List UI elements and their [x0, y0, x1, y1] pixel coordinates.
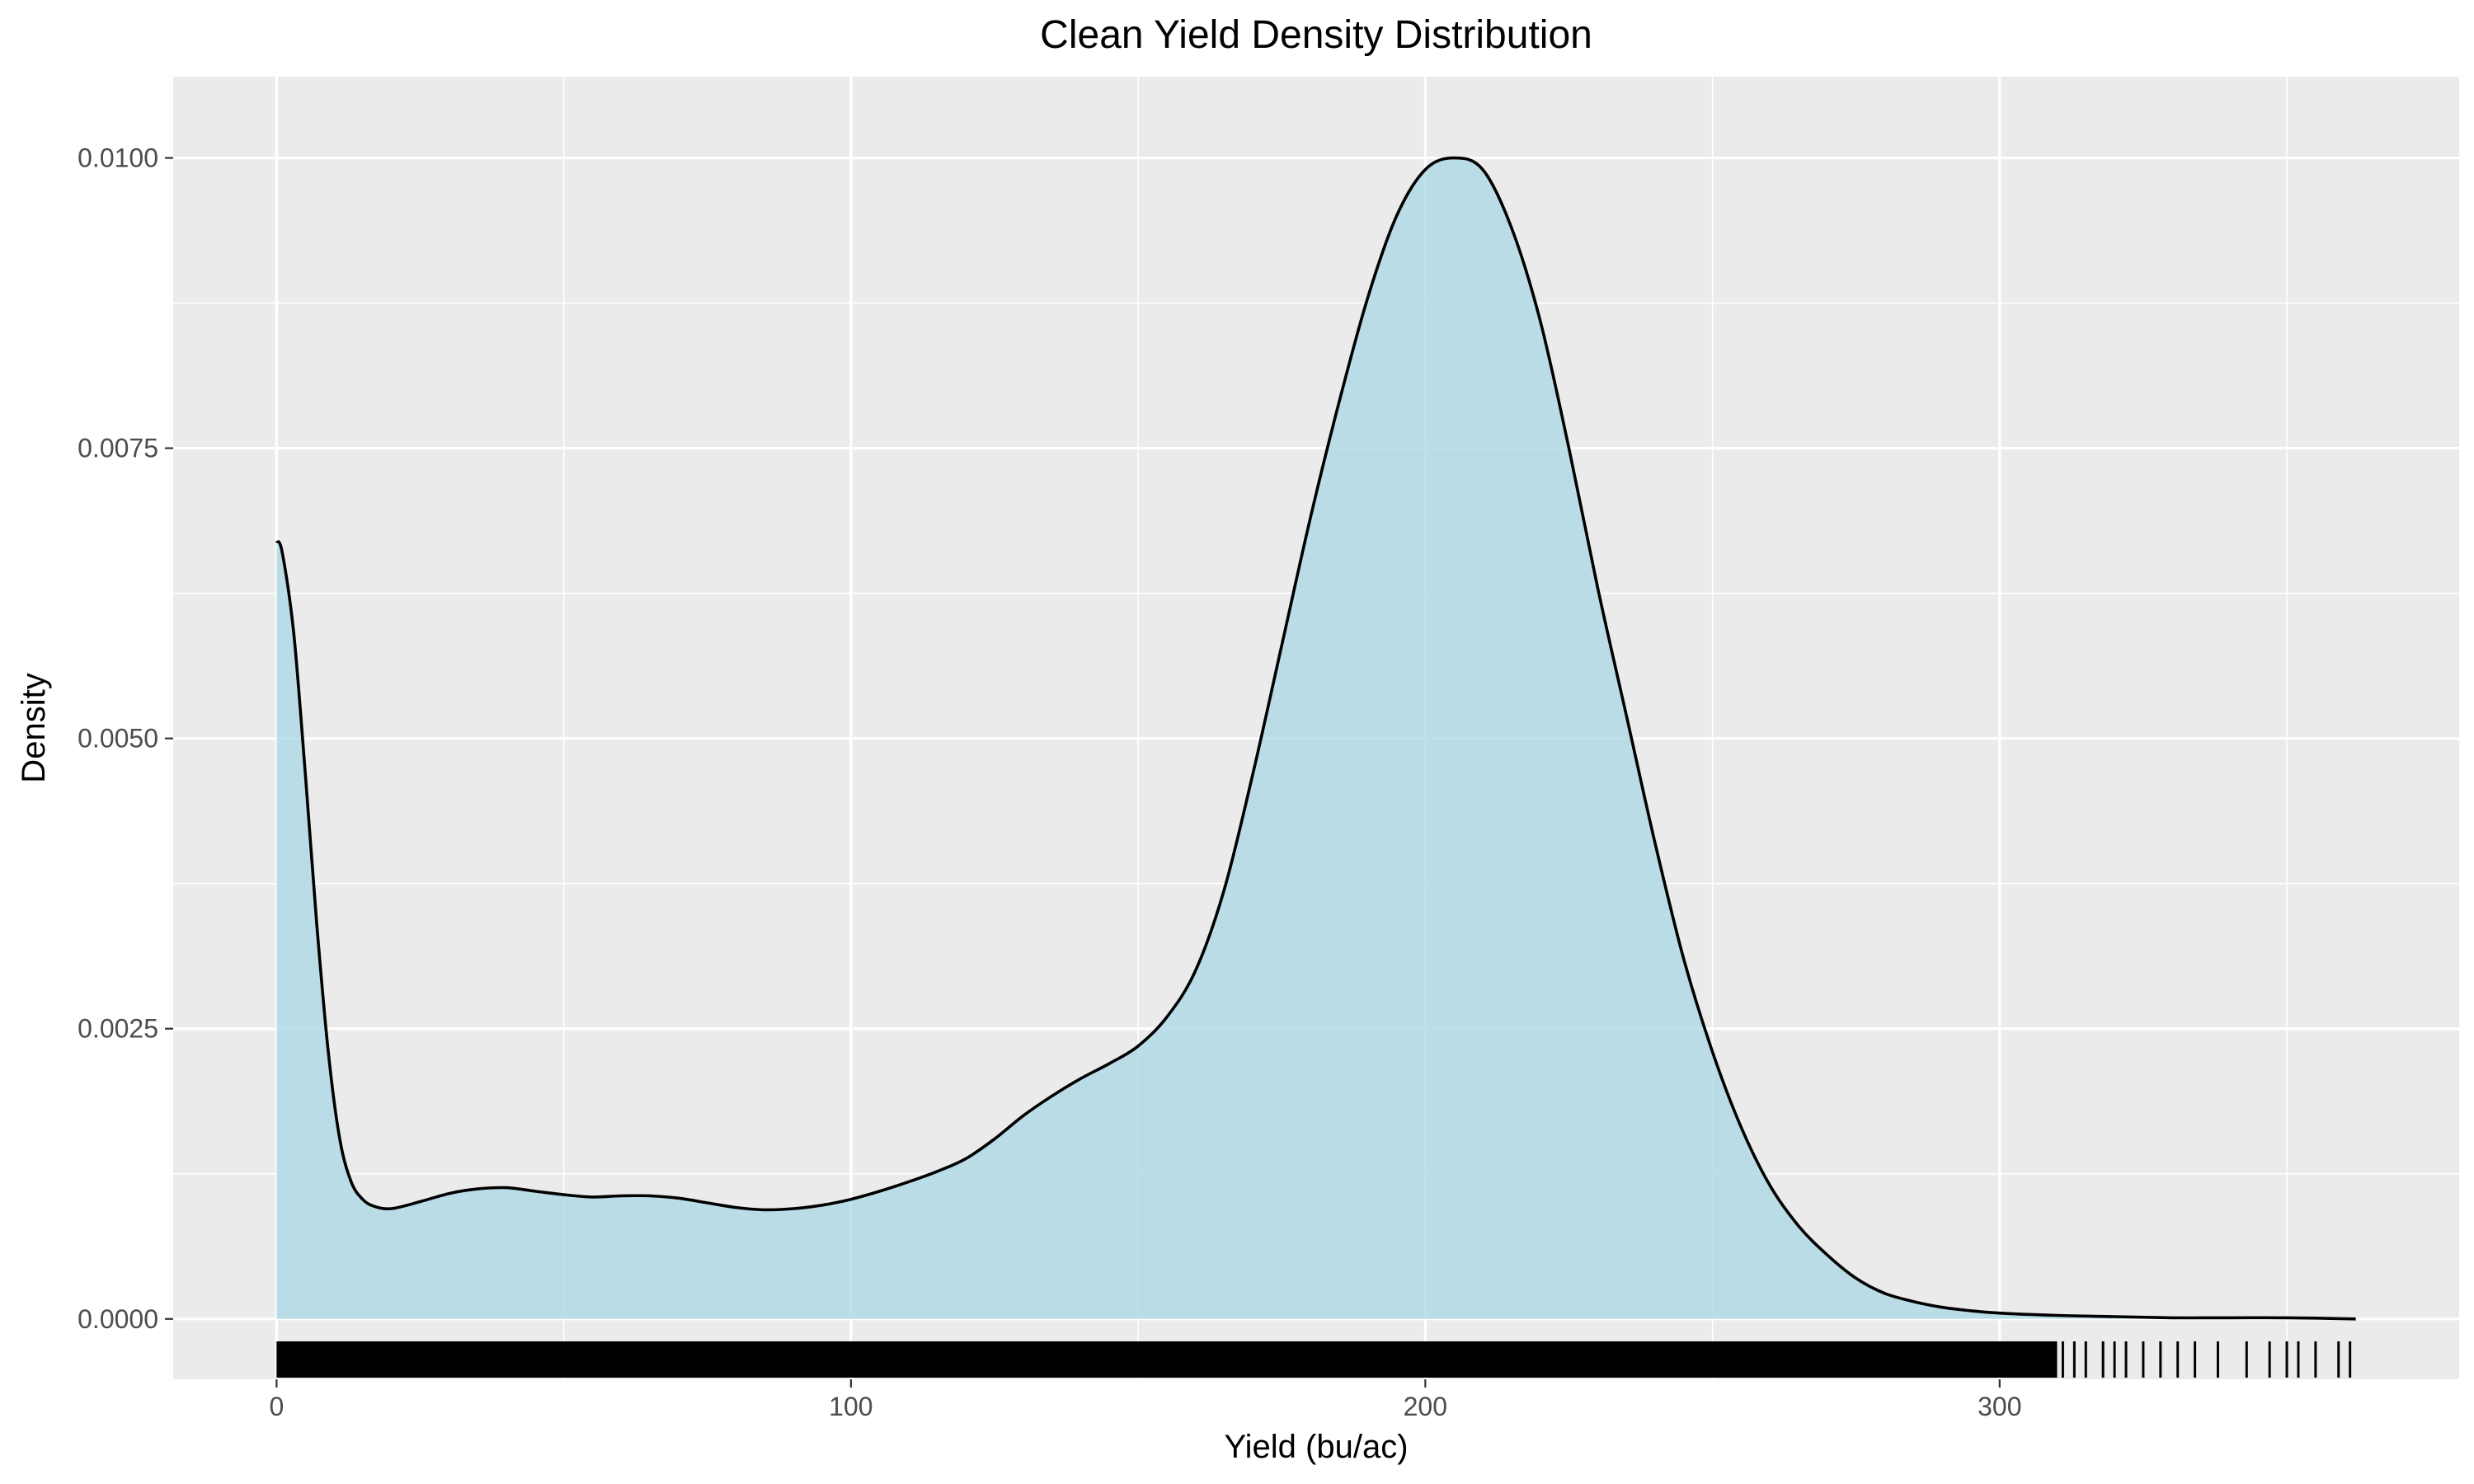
x-tick-label: 100 — [829, 1392, 872, 1421]
y-tick-label: 0.0000 — [78, 1304, 158, 1334]
y-tick-label: 0.0100 — [78, 143, 158, 173]
rug-marks — [276, 1341, 2352, 1378]
density-line — [275, 156, 2356, 1321]
y-tick-label: 0.0025 — [78, 1014, 158, 1044]
density-area — [276, 157, 2356, 1319]
y-axis-title: Density — [16, 673, 52, 782]
x-tick-label: 200 — [1404, 1392, 1447, 1421]
x-axis-title: Yield (bu/ac) — [1224, 1429, 1408, 1465]
y-tick-label: 0.0050 — [78, 724, 158, 754]
x-tick-label: 300 — [1978, 1392, 2021, 1421]
rug-dense-band — [276, 1341, 2058, 1378]
x-axis: 0 100 200 300 — [269, 1379, 2022, 1421]
y-axis: 0.0000 0.0025 0.0050 0.0075 0.0100 — [78, 143, 173, 1334]
y-tick-label: 0.0075 — [78, 434, 158, 463]
x-tick-label: 0 — [269, 1392, 284, 1421]
chart-title: Clean Yield Density Distribution — [1040, 13, 1592, 57]
